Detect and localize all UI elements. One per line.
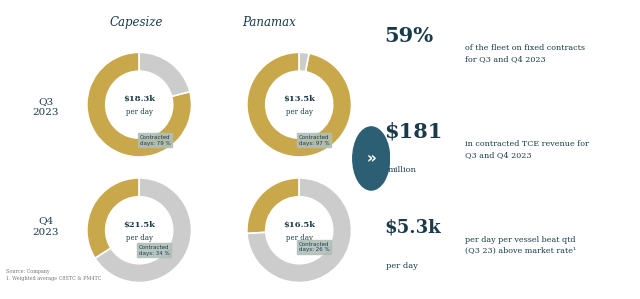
Wedge shape xyxy=(95,178,191,283)
Wedge shape xyxy=(300,52,309,72)
Text: Panamax: Panamax xyxy=(242,16,296,29)
Wedge shape xyxy=(87,178,140,258)
Text: per day: per day xyxy=(125,109,153,117)
Wedge shape xyxy=(247,178,351,283)
Text: $21.5k: $21.5k xyxy=(123,221,155,229)
Text: Q3
2023: Q3 2023 xyxy=(33,97,59,117)
Circle shape xyxy=(353,127,390,190)
Text: $181: $181 xyxy=(384,122,442,141)
Text: $13.5k: $13.5k xyxy=(283,95,315,103)
Text: Contracted
days: 79 %: Contracted days: 79 % xyxy=(140,135,170,146)
Text: Source: Company
1. Weighted average C8STC & PM4TC: Source: Company 1. Weighted average C8ST… xyxy=(6,269,102,281)
Text: in contracted TCE revenue for
Q3 and Q4 2023: in contracted TCE revenue for Q3 and Q4 … xyxy=(465,140,589,159)
Text: Contracted
days: 26 %: Contracted days: 26 % xyxy=(298,242,329,252)
Text: per day: per day xyxy=(285,109,313,117)
Text: per day: per day xyxy=(387,262,419,270)
Text: million: million xyxy=(388,167,417,174)
Text: $16.5k: $16.5k xyxy=(283,221,316,229)
Text: per day: per day xyxy=(285,234,313,242)
Text: Contracted
days: 34 %: Contracted days: 34 % xyxy=(138,245,169,256)
Text: $18.3k: $18.3k xyxy=(123,95,156,103)
Wedge shape xyxy=(87,52,191,157)
Text: per day per vessel beat qtd
(Q3 23) above market rate¹: per day per vessel beat qtd (Q3 23) abov… xyxy=(465,236,576,255)
Text: per day: per day xyxy=(125,234,153,242)
Text: »: » xyxy=(366,151,376,166)
Text: Contracted
days: 97 %: Contracted days: 97 % xyxy=(298,135,329,146)
Wedge shape xyxy=(247,52,351,157)
Wedge shape xyxy=(247,178,300,234)
Text: $5.3k: $5.3k xyxy=(384,218,441,236)
Wedge shape xyxy=(140,52,190,96)
Text: Q4
2023: Q4 2023 xyxy=(33,216,59,237)
Text: Capesize: Capesize xyxy=(109,16,163,29)
Text: 59%: 59% xyxy=(384,26,433,46)
Text: of the fleet on fixed contracts
for Q3 and Q4 2023: of the fleet on fixed contracts for Q3 a… xyxy=(465,44,585,63)
